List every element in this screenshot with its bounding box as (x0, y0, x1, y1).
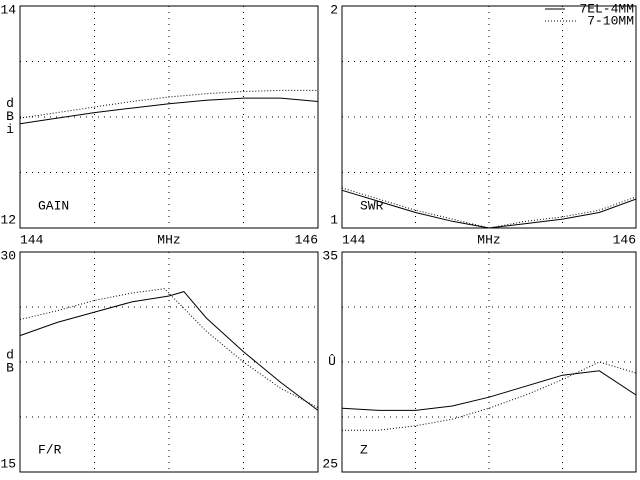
panel-title: F/R (38, 442, 62, 457)
data-line (19, 97, 319, 125)
data-line (19, 291, 319, 411)
data-line (19, 89, 318, 119)
y-axis-label: Û (328, 354, 336, 369)
x-tick-label: 144 (342, 232, 366, 247)
y-tick-label: 2 (330, 2, 338, 17)
y-tick-label: 25 (322, 456, 338, 471)
x-tick-label: 146 (295, 232, 318, 247)
data-line (341, 189, 637, 229)
y-tick-label: 1 (330, 212, 338, 227)
legend-label: 7EL-4MM (579, 1, 634, 16)
y-tick-label: 15 (0, 456, 16, 471)
panel-title: GAIN (38, 198, 69, 213)
y-tick-label: 35 (322, 248, 338, 263)
data-line (342, 361, 637, 431)
x-tick-label: 144 (20, 232, 44, 247)
x-axis-label: MHz (477, 232, 500, 247)
panel-title: Z (360, 442, 368, 457)
data-line (19, 288, 319, 408)
panel-title: SWR (360, 198, 384, 213)
x-tick-label: 146 (613, 232, 636, 247)
data-line (341, 187, 637, 229)
plot-frame (341, 5, 637, 229)
y-tick-label: 12 (0, 212, 16, 227)
x-axis-label: MHz (157, 232, 180, 247)
legend-label: 7-10MM (587, 13, 634, 28)
y-tick-label: 14 (0, 2, 16, 17)
y-tick-label: 30 (0, 248, 16, 263)
data-line (341, 370, 637, 411)
